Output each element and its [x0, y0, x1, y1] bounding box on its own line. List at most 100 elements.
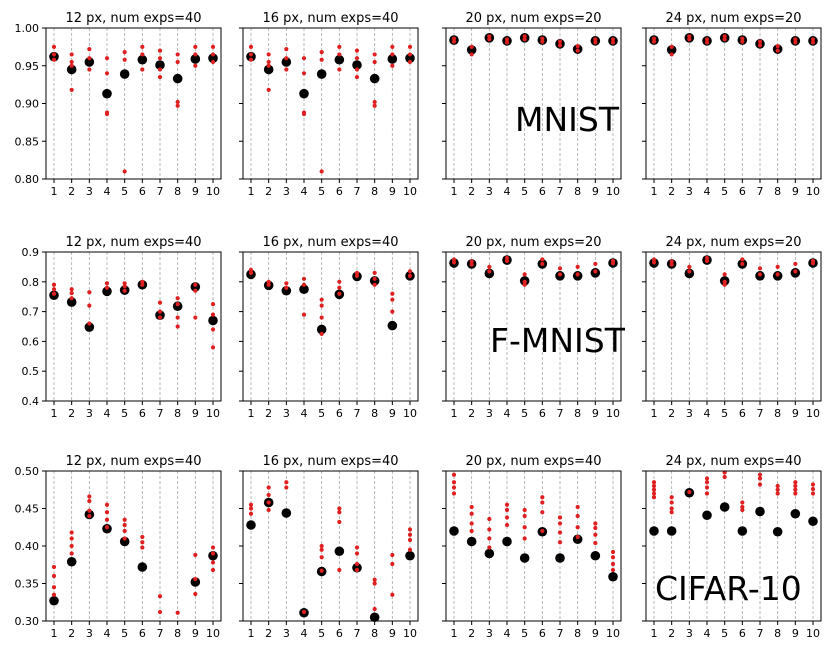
y-tick-label: 0.8 — [22, 276, 40, 289]
mean-marker — [208, 315, 218, 326]
run-marker — [51, 52, 57, 57]
y-tick-label: 0.9 — [22, 246, 40, 259]
x-tick-label: 8 — [174, 627, 181, 640]
run-marker — [51, 57, 57, 62]
run-marker — [669, 506, 674, 511]
panel-1-2: 16 px, num exps=40 1 2 3 4 5 6 7 8 9 10 — [239, 11, 419, 198]
run-marker — [69, 296, 74, 301]
x-tick-label: 10 — [606, 185, 620, 198]
mean-marker — [66, 297, 77, 307]
run-marker — [210, 560, 216, 565]
run-marker — [193, 552, 198, 558]
run-marker — [372, 276, 377, 281]
x-tick-label: 8 — [371, 185, 378, 198]
run-marker — [210, 551, 216, 556]
run-marker — [193, 315, 198, 320]
run-marker — [284, 56, 289, 61]
run-marker — [69, 551, 74, 556]
run-marker — [122, 288, 127, 293]
run-marker — [757, 266, 763, 271]
run-marker — [390, 297, 395, 302]
run-marker — [284, 67, 289, 72]
axes-frame — [445, 27, 622, 180]
x-tick-label: 1 — [248, 627, 255, 640]
run-marker — [284, 285, 289, 290]
run-marker — [522, 507, 527, 513]
run-marker — [104, 510, 110, 515]
run-marker — [522, 272, 527, 277]
run-marker — [687, 264, 692, 269]
x-tick-label: 9 — [792, 627, 799, 640]
run-marker — [504, 515, 510, 520]
run-marker — [157, 300, 163, 305]
run-marker — [704, 480, 710, 485]
x-tick-label: 1 — [651, 407, 658, 420]
run-marker — [175, 52, 180, 57]
run-marker — [210, 44, 216, 49]
run-marker — [69, 291, 74, 296]
run-marker — [575, 513, 580, 519]
x-tick-label: 9 — [192, 407, 199, 420]
x-tick-label: 9 — [192, 627, 199, 640]
x-tick-label: 2 — [668, 627, 675, 640]
run-marker — [157, 309, 163, 314]
run-marker — [157, 315, 163, 320]
run-marker — [248, 52, 254, 57]
run-marker — [757, 43, 763, 48]
y-tick-label: 0.40 — [15, 540, 40, 553]
run-marker — [487, 536, 492, 541]
y-tick-label: 0.30 — [15, 615, 40, 628]
mean-marker — [119, 69, 130, 79]
y-tick-label: 0.80 — [15, 173, 40, 186]
run-marker — [390, 552, 395, 558]
run-marker — [757, 272, 763, 277]
run-marker — [266, 492, 271, 498]
panel-title: 20 px, num exps=20 — [465, 11, 601, 26]
run-marker — [451, 39, 457, 44]
run-marker — [775, 483, 780, 489]
run-marker — [319, 50, 324, 55]
x-tick-label: 5 — [318, 627, 325, 640]
x-tick-label: 2 — [68, 185, 75, 198]
run-marker — [669, 495, 674, 500]
run-marker — [407, 527, 413, 532]
x-tick-label: 2 — [668, 185, 675, 198]
x-tick-label: 4 — [704, 185, 711, 198]
run-marker — [740, 504, 745, 510]
x-tick-label: 1 — [651, 627, 658, 640]
run-marker — [722, 474, 727, 480]
run-marker — [793, 261, 798, 267]
x-tick-label: 5 — [521, 185, 528, 198]
run-marker — [372, 577, 377, 582]
mean-marker — [155, 60, 165, 70]
run-marker — [522, 513, 527, 519]
y-tick-label: 0.45 — [15, 503, 40, 516]
x-tick-label: 2 — [68, 407, 75, 420]
run-marker — [575, 534, 580, 540]
run-marker — [487, 37, 492, 42]
run-marker — [248, 511, 254, 516]
run-marker — [337, 510, 342, 515]
run-marker — [487, 545, 492, 550]
run-marker — [704, 258, 710, 264]
run-marker — [193, 288, 198, 293]
run-marker — [469, 262, 474, 267]
x-tick-label: 3 — [86, 185, 93, 198]
run-marker — [540, 39, 545, 44]
mean-marker — [334, 54, 345, 65]
run-marker — [793, 487, 798, 492]
run-marker — [651, 495, 657, 500]
mean-marker — [387, 320, 398, 331]
x-tick-label: 5 — [521, 627, 528, 640]
x-tick-label: 2 — [468, 407, 475, 420]
run-marker — [266, 59, 271, 65]
run-marker — [372, 581, 377, 586]
run-marker — [775, 491, 780, 496]
panel-1-4: 24 px, num exps=20 1 2 3 4 5 6 7 8 9 10 — [642, 11, 822, 198]
mean-marker — [790, 508, 801, 519]
mean-marker — [772, 526, 783, 537]
run-marker — [651, 491, 657, 496]
panel-3-2: 16 px, num exps=40 1 2 3 4 5 6 7 8 9 10 — [239, 454, 419, 640]
x-tick-label: 10 — [806, 627, 820, 640]
run-marker — [87, 508, 92, 513]
